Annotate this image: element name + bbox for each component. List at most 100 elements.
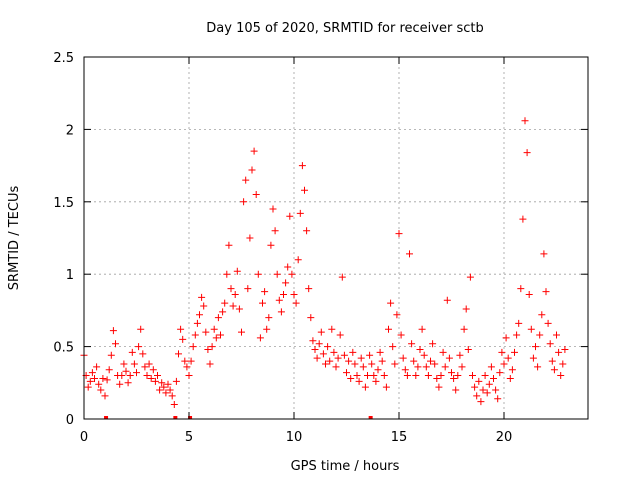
data-point [223, 270, 231, 278]
data-point [238, 328, 245, 336]
data-point [450, 374, 458, 382]
data-point [368, 360, 376, 368]
data-point [479, 386, 487, 394]
data-point [508, 366, 516, 374]
data-point [322, 360, 329, 368]
data-point [198, 293, 206, 301]
data-point [269, 205, 277, 213]
data-point [206, 360, 214, 368]
data-point [504, 354, 512, 362]
data-point [319, 350, 327, 358]
data-point [433, 374, 441, 382]
data-point [154, 372, 161, 380]
data-point [86, 377, 94, 385]
data-point [296, 209, 304, 217]
data-point [517, 285, 525, 293]
data-point [324, 343, 332, 351]
data-point [275, 296, 283, 304]
data-point [448, 369, 455, 377]
data-point [429, 340, 437, 348]
data-point [542, 288, 550, 296]
data-point [511, 348, 518, 356]
data-point [246, 234, 254, 242]
data-point [347, 374, 355, 382]
data-point [397, 331, 405, 339]
data-point [326, 357, 334, 365]
data-point [540, 250, 548, 258]
data-point [366, 351, 374, 359]
data-point [315, 340, 323, 348]
data-point [519, 215, 527, 223]
data-point [208, 343, 216, 351]
data-point [126, 372, 134, 380]
data-point [546, 340, 554, 348]
data-point [464, 345, 472, 353]
data-point [147, 374, 155, 382]
data-point [97, 386, 105, 394]
data-point [183, 363, 191, 371]
zero-marker [173, 416, 178, 419]
data-point [550, 366, 558, 374]
data-point [334, 354, 342, 362]
data-point [231, 290, 239, 298]
data-point [242, 176, 250, 184]
data-point [265, 314, 273, 322]
data-point [217, 331, 224, 339]
data-point [196, 311, 203, 319]
data-point [410, 357, 418, 365]
data-point [256, 334, 264, 342]
x-tick-label: 20 [496, 430, 513, 445]
data-point [317, 328, 325, 336]
data-point [529, 354, 537, 362]
data-point [548, 357, 556, 365]
zero-marker [188, 416, 193, 419]
data-point [187, 357, 195, 365]
x-tick-label: 10 [286, 430, 303, 445]
data-point [496, 369, 504, 377]
data-point [93, 363, 101, 371]
data-point [91, 374, 98, 382]
data-point [202, 328, 210, 336]
x-tick-label: 0 [80, 430, 88, 445]
data-point [454, 372, 462, 380]
data-point [418, 325, 426, 333]
data-point [105, 366, 113, 374]
data-point [235, 305, 243, 313]
data-point [290, 290, 298, 298]
data-point [160, 383, 168, 391]
data-point [351, 360, 359, 368]
data-point [416, 345, 424, 353]
data-point [118, 372, 126, 380]
data-point [328, 325, 336, 333]
data-point [101, 392, 109, 400]
data-point [471, 383, 479, 391]
data-point [143, 372, 151, 380]
data-point [437, 372, 445, 380]
data-point [521, 117, 529, 125]
data-point [166, 386, 174, 394]
data-point [355, 377, 363, 385]
data-point [284, 263, 292, 271]
data-point [280, 290, 287, 298]
tick-labels: 0 0.5 1 1.5 2 2.5 0 5 10 15 20 [53, 51, 512, 445]
data-point [233, 267, 241, 275]
data-point [460, 325, 468, 333]
data-point [557, 372, 565, 380]
data-point [259, 299, 266, 307]
data-point [477, 398, 485, 406]
chart-title: Day 105 of 2020, SRMTID for receiver sct… [206, 21, 483, 36]
data-point [399, 354, 407, 362]
data-point [214, 314, 222, 322]
data-point [200, 302, 208, 310]
data-point [309, 337, 317, 345]
axis-ticks [83, 56, 588, 420]
data-point [139, 350, 147, 358]
y-tick-label: 1.5 [53, 196, 74, 211]
plot-frame [83, 56, 589, 420]
data-point [303, 227, 311, 235]
data-point [414, 363, 422, 371]
data-point [298, 162, 306, 170]
data-point [391, 360, 399, 368]
data-point [332, 363, 340, 371]
data-point [254, 270, 262, 278]
